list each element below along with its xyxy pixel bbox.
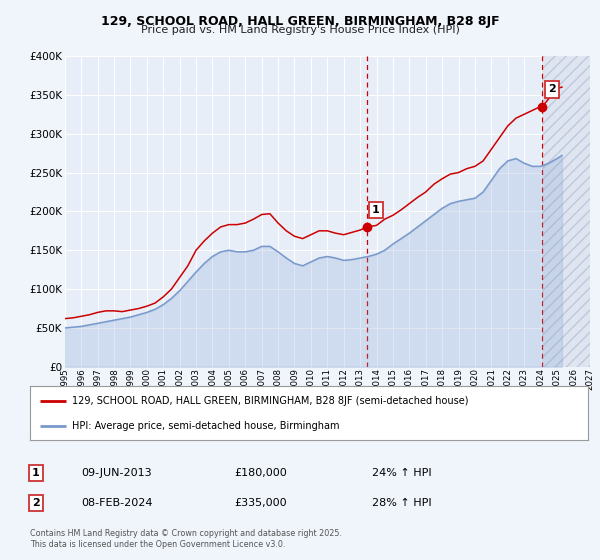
Text: HPI: Average price, semi-detached house, Birmingham: HPI: Average price, semi-detached house,… xyxy=(72,421,340,431)
Text: 1: 1 xyxy=(32,468,40,478)
Text: 28% ↑ HPI: 28% ↑ HPI xyxy=(372,498,431,508)
Text: 129, SCHOOL ROAD, HALL GREEN, BIRMINGHAM, B28 8JF (semi-detached house): 129, SCHOOL ROAD, HALL GREEN, BIRMINGHAM… xyxy=(72,396,469,407)
Text: 1: 1 xyxy=(371,205,379,215)
Text: 24% ↑ HPI: 24% ↑ HPI xyxy=(372,468,431,478)
Text: 2: 2 xyxy=(32,498,40,508)
Text: 2: 2 xyxy=(548,85,556,95)
Text: 09-JUN-2013: 09-JUN-2013 xyxy=(81,468,152,478)
Text: 08-FEB-2024: 08-FEB-2024 xyxy=(81,498,152,508)
Text: £180,000: £180,000 xyxy=(234,468,287,478)
Bar xyxy=(542,56,590,367)
Text: 129, SCHOOL ROAD, HALL GREEN, BIRMINGHAM, B28 8JF: 129, SCHOOL ROAD, HALL GREEN, BIRMINGHAM… xyxy=(101,15,499,28)
Text: Price paid vs. HM Land Registry's House Price Index (HPI): Price paid vs. HM Land Registry's House … xyxy=(140,25,460,35)
Text: Contains HM Land Registry data © Crown copyright and database right 2025.
This d: Contains HM Land Registry data © Crown c… xyxy=(30,529,342,549)
Text: £335,000: £335,000 xyxy=(234,498,287,508)
